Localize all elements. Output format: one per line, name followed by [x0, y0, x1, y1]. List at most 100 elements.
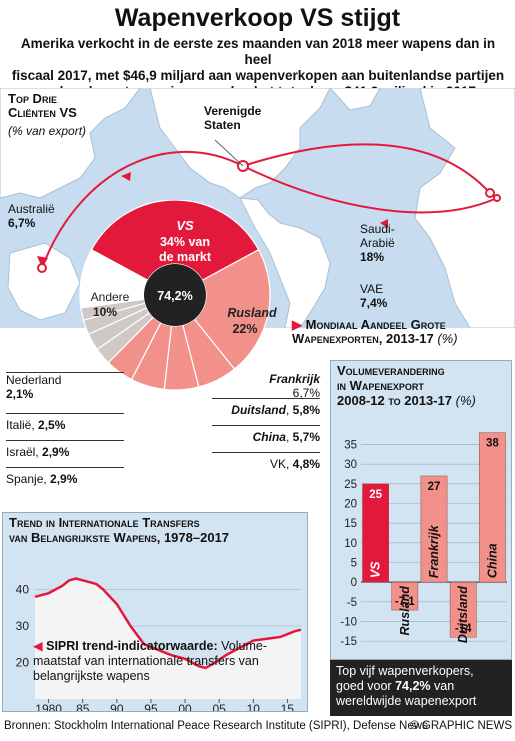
client-name: Saudi- [360, 222, 395, 236]
client-name: Australië [8, 202, 55, 216]
volume-ytick-label: -15 [340, 636, 357, 648]
trend-xtick-label: 15 [281, 702, 295, 711]
volume-ytick-label: 20 [344, 499, 357, 511]
volume-ytick-label: 5 [351, 557, 357, 569]
list-item-name: Duitsland [231, 403, 286, 417]
origin-label-line-1: Verenigde [204, 104, 262, 118]
trend-ticks: 1980 85 90 95 00 05 10 15 [35, 699, 294, 711]
donut-title-text-1: Mondiaal Aandeel Grote [305, 317, 446, 332]
donut-list-left: Nederland 2,1% Italië, 2,5% Israël, 2,9%… [6, 372, 124, 494]
australia-landmass [7, 242, 81, 321]
list-item: China, 5,7% [212, 425, 320, 452]
trend-ytick-label: 30 [16, 619, 30, 633]
slice-label-vs: VS [176, 218, 194, 233]
client-uae-label: VAE 7,4% [360, 282, 387, 310]
client-value: 7,4% [360, 296, 388, 310]
volume-panel: Volumeverandering in Wapenexport 2008-12… [330, 360, 512, 660]
volume-category-label: Frankrijk [427, 524, 441, 578]
list-item: Spanje, 2,9% [6, 467, 124, 494]
note-line-2: goed voor 74,2% van [336, 679, 506, 694]
client-saudi-label: Saudi- Arabië 18% [360, 222, 395, 264]
volume-title-line-3: 2008-12 to 2013-17 [337, 393, 452, 408]
volume-ytick-label: 15 [344, 518, 357, 530]
volume-category-label: China [485, 543, 499, 578]
arrow-africa-icon [380, 219, 388, 228]
slice-label-rusland: Rusland [227, 306, 277, 320]
volume-ytick-label: 30 [344, 459, 357, 471]
trend-xtick-label: 00 [178, 702, 192, 711]
volume-value-label: -7,1 [395, 596, 415, 608]
donut-center [144, 264, 206, 326]
list-item-name: Israël, [6, 445, 39, 459]
list-item-name: China [252, 430, 286, 444]
list-item-name: VK [269, 457, 286, 471]
trend-title-line-1: Trend in Internationale Transfers [9, 515, 200, 530]
client-uae-marker [493, 194, 501, 202]
list-item: Nederland 2,1% [6, 372, 124, 413]
donut-title-text-2: Wapenexporten, 2013-17 [292, 331, 434, 346]
list-item-value: 2,1% [6, 387, 34, 401]
list-item-value: 5,8% [292, 403, 320, 417]
volume-ytick-label: 25 [344, 479, 357, 491]
slice-value-andere: 10% [93, 305, 117, 319]
trend-panel: Trend in Internationale Transfers van Be… [2, 512, 308, 712]
list-item: Italië, 2,5% [6, 413, 124, 440]
trend-xtick-label: 95 [144, 702, 158, 711]
leader-origin [214, 139, 244, 167]
volume-bar-duitsland [449, 581, 477, 638]
trend-title: Trend in Internationale Transfers van Be… [9, 515, 229, 545]
annotation-marker-icon: ◀ [33, 639, 43, 653]
list-item-value: 6,7% [292, 386, 320, 400]
volume-value-label: 38 [486, 438, 499, 450]
north-america-landmass [149, 88, 331, 199]
volume-title-unit: (%) [455, 393, 476, 408]
map-heading-line-1: Top Drie [8, 91, 57, 106]
volume-ytick-label: 35 [344, 440, 357, 452]
slice-label-andere: Andere [91, 290, 130, 304]
donut-slices [79, 200, 271, 391]
map-heading: Top Drie Cliënten VS [8, 92, 77, 120]
annotation-text-1: Volume- [221, 639, 268, 653]
trend-ytick-label: 40 [16, 583, 30, 597]
volume-title-line-1: Volumeverandering [337, 363, 445, 378]
slice-value-rusland: 22% [232, 322, 257, 336]
annotation-text-2: maatstaf van internationale transfers va… [33, 654, 259, 668]
note-line-3: wereldwijde wapenexport [336, 694, 477, 708]
volume-category-label: Rusland [398, 586, 412, 636]
map-heading-unit: (% van export) [8, 124, 87, 138]
donut-title-line-2: Wapenexporten, 2013-17 (%) [292, 332, 458, 346]
client-name: Arabië [360, 236, 395, 250]
page-title: Wapenverkoop VS stijgt [114, 4, 401, 32]
list-item-name: Nederland [6, 373, 62, 387]
volume-bar-china [479, 432, 506, 583]
list-item-value: 2,9% [42, 445, 70, 459]
client-australia-marker [37, 263, 47, 273]
list-item-value: 4,8% [292, 457, 320, 471]
asia-landmass [0, 88, 141, 199]
trend-xtick-label: 1980 [35, 702, 62, 711]
volume-category-label: Duitsland [456, 586, 470, 643]
volume-ytick-label: -10 [340, 616, 357, 628]
subtitle-line: Amerika verkocht in de eerste zes maande… [20, 36, 496, 67]
trend-xtick-label: 90 [110, 702, 124, 711]
donut-title-unit: (%) [437, 331, 458, 346]
list-item: Duitsland, 5,8% [212, 398, 320, 425]
arrow-to-australia-icon [37, 256, 48, 268]
list-item-name: Spanje, [6, 472, 47, 486]
volume-category-label: VS [369, 561, 383, 578]
volume-bar-frankrijk [420, 475, 448, 583]
list-item: VK, 4,8% [212, 452, 320, 479]
list-item-name: Frankrijk [269, 372, 320, 386]
central-america-landmass [239, 197, 331, 328]
slice-label-vs-sub-2: de markt [159, 250, 212, 264]
donut-title-line-1: ▶ Mondiaal Aandeel Grote [292, 317, 446, 332]
trend-ytick-label: 20 [16, 656, 30, 670]
arc-us-to-australia [41, 150, 244, 269]
volume-value-label: -14 [455, 623, 472, 635]
trend-area [35, 578, 301, 699]
footer: Bronnen: Stockholm International Peace R… [4, 720, 512, 732]
client-name: VAE [360, 282, 384, 296]
trend-title-line-2: van Belangrijkste Wapens, 1978–2017 [9, 530, 230, 545]
trend-line [34, 577, 302, 670]
greenland-landmass [329, 88, 381, 111]
